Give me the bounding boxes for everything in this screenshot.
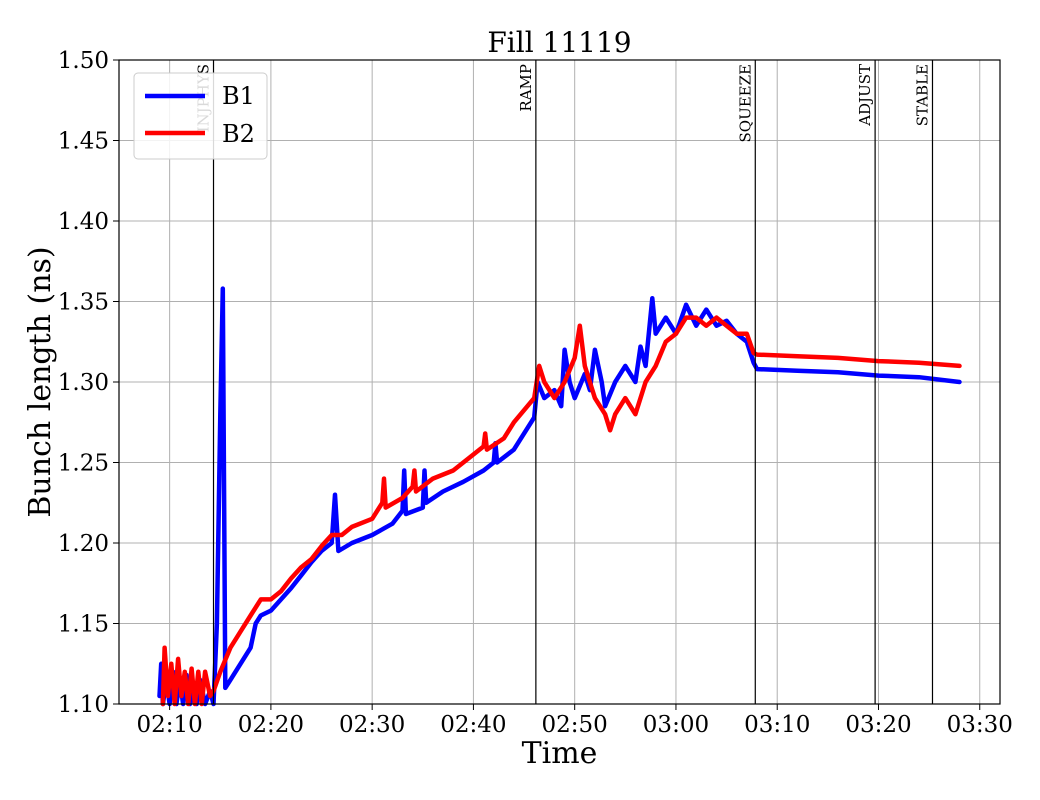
x-tick-label: 03:30 bbox=[947, 712, 1013, 738]
y-tick-label: 1.10 bbox=[58, 692, 109, 718]
x-tick-label: 02:20 bbox=[238, 712, 304, 738]
y-tick-label: 1.40 bbox=[58, 209, 109, 235]
series-layer bbox=[157, 286, 962, 707]
phase-label-ramp: RAMP bbox=[517, 64, 535, 112]
x-tick-label: 02:30 bbox=[339, 712, 405, 738]
series-line-b2 bbox=[160, 315, 962, 707]
chart-title: Fill 11119 bbox=[487, 26, 631, 59]
x-tick-label: 03:00 bbox=[643, 712, 709, 738]
y-tick-label: 1.15 bbox=[58, 612, 109, 638]
x-tick-label: 03:10 bbox=[744, 712, 810, 738]
y-tick-label: 1.50 bbox=[58, 48, 109, 74]
axis-ticks: 02:10 02:20 02:30 02:40 02:50 03:00 03:10 03:20… bbox=[58, 48, 1013, 738]
x-tick-label: 03:20 bbox=[845, 712, 911, 738]
x-tick-label: 02:10 bbox=[136, 712, 202, 738]
phase-label-adjust: ADJUST bbox=[856, 64, 874, 127]
legend: B1 B2 bbox=[133, 72, 268, 160]
x-tick-label: 02:40 bbox=[440, 712, 506, 738]
y-tick-label: 1.20 bbox=[58, 531, 109, 557]
y-tick-label: 1.45 bbox=[58, 129, 109, 155]
x-tick-label: 02:50 bbox=[542, 712, 608, 738]
phase-label-stable: STABLE bbox=[913, 64, 931, 126]
series-line-b1 bbox=[157, 286, 962, 707]
y-tick-label: 1.35 bbox=[58, 290, 109, 316]
y-tick-label: 1.25 bbox=[58, 451, 109, 477]
legend-label-b1: B1 bbox=[222, 82, 255, 110]
y-tick-label: 1.30 bbox=[58, 370, 109, 396]
phase-label-squeeze: SQUEEZE bbox=[736, 64, 754, 143]
legend-label-b2: B2 bbox=[222, 120, 255, 148]
y-axis-label: Bunch length (ns) bbox=[23, 246, 58, 517]
x-axis-label: Time bbox=[522, 736, 598, 771]
